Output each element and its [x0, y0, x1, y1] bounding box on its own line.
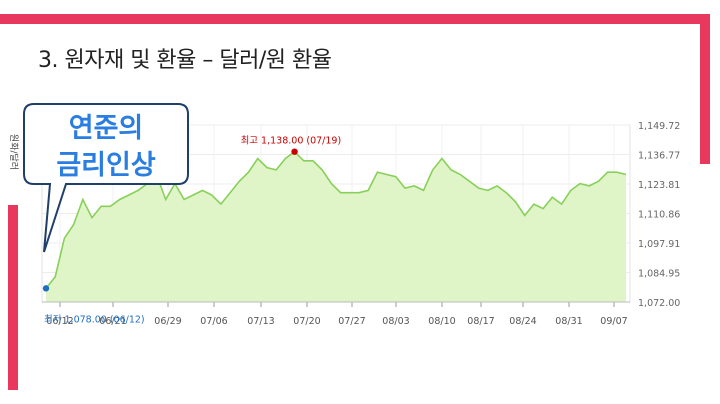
accent-bar-right: [700, 14, 710, 164]
x-tick-label: 08/31: [555, 316, 582, 327]
callout-line-1: 연준의: [69, 113, 144, 144]
x-tick-label: 07/13: [247, 316, 274, 327]
y-tick-label: 1,136.77: [638, 151, 680, 162]
y-tick-label: 1,072.00: [638, 298, 680, 309]
min-point-marker: [42, 285, 50, 292]
chart-series-line: [45, 150, 627, 289]
y-tick-label: 1,110.86: [638, 210, 680, 221]
y-tick-label: 1,097.91: [638, 239, 680, 250]
min-point-label: 최저 1,078.00 (06/12): [44, 314, 145, 325]
x-tick-label: 06/29: [154, 316, 181, 327]
x-tick-label: 08/17: [467, 316, 494, 327]
max-point-label: 최고 1,138.00 (07/19): [241, 136, 342, 147]
x-tick-label: 07/27: [338, 316, 365, 327]
max-point-marker: [291, 148, 298, 155]
x-tick-label: 06/12: [46, 316, 73, 327]
x-axis-ticks: 06/12 06/21 06/29 07/06 07/13 07/20 07/27 08/03…: [42, 301, 630, 327]
x-tick-label: 08/03: [382, 316, 409, 327]
chart-markers: 최고 1,138.00 (07/19) 최저 1,078.00 (06/12): [42, 136, 342, 325]
slide-title: 3. 원자재 및 환율 – 달러/원 환율: [38, 48, 332, 73]
y-tick-label: 1,123.81: [638, 180, 680, 191]
y-tick-label: 1,084.95: [638, 269, 680, 280]
callout-bubble: 연준의 금리인상: [23, 103, 189, 253]
x-tick-label: 07/20: [293, 316, 320, 327]
x-tick-label: 08/24: [509, 316, 536, 327]
callout-shape: [23, 103, 189, 253]
y-axis-label: 원화/달러: [8, 134, 20, 170]
accent-bar-top: [0, 14, 710, 24]
x-tick-label: 09/07: [600, 316, 627, 327]
callout-line-2: 금리인상: [56, 150, 156, 181]
x-tick-label: 07/06: [200, 316, 227, 327]
accent-bar-left: [8, 205, 18, 390]
x-tick-label: 06/21: [99, 316, 126, 327]
y-axis-ticks: 1,149.72 1,136.77 1,123.81 1,110.86 1,097.91…: [638, 121, 680, 309]
y-tick-label: 1,149.72: [638, 121, 680, 132]
x-tick-label: 08/10: [428, 316, 455, 327]
